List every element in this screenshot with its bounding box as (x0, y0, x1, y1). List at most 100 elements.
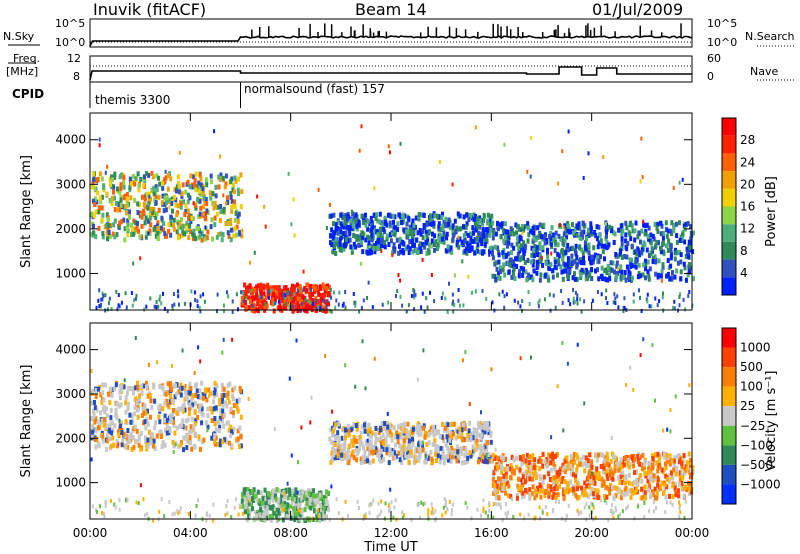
velocity-cell (140, 383, 144, 389)
power-cell (634, 264, 638, 270)
velocity-cell (166, 381, 170, 387)
power-near-range-cell (290, 296, 293, 301)
power-cell (240, 188, 244, 194)
velocity-cell (187, 411, 191, 417)
power-cell (118, 190, 122, 196)
power-near-range-cell (600, 292, 603, 297)
power-cell (187, 235, 191, 241)
velocity-cell (432, 432, 436, 438)
velocity-cell (119, 423, 123, 429)
power-near-range-cell (387, 300, 390, 305)
velocity-cell (124, 409, 128, 415)
power-cell (236, 187, 240, 193)
power-near-range-cell (366, 296, 368, 300)
velocity-cell (347, 432, 351, 438)
power-cell (586, 275, 590, 281)
velocity-cell (632, 479, 636, 485)
velocity-near-range-cell (564, 518, 567, 523)
velocity-cell (158, 384, 162, 389)
power-cell (488, 222, 492, 228)
power-cell (376, 232, 380, 238)
velocity-cell (648, 469, 652, 475)
power-cell (142, 183, 146, 189)
velocity-cell (136, 414, 140, 420)
power-cell (146, 205, 150, 211)
power-cell (427, 229, 431, 235)
power-cell (496, 220, 499, 226)
velocity-cell (547, 490, 551, 496)
power-cell (199, 176, 203, 182)
velocity-cell (419, 428, 423, 433)
power-cell (394, 225, 397, 231)
power-cell (189, 219, 193, 224)
velocity-cell (329, 459, 333, 465)
velocity-cell (626, 460, 630, 466)
power-cell (423, 244, 427, 250)
velocity-cell (91, 388, 95, 394)
power-cell (308, 291, 312, 297)
velocity-cell (312, 498, 316, 504)
power-cell (156, 226, 160, 231)
velocity-cell (551, 451, 555, 457)
velocity-cell (103, 417, 107, 422)
power-cell (119, 203, 123, 208)
velocity-cell (409, 430, 413, 435)
velocity-cell (218, 442, 222, 448)
power-near-range-cell (115, 289, 118, 294)
power-cell (140, 194, 144, 200)
velocity-cell (100, 399, 104, 405)
power-cell (300, 297, 303, 303)
velocity-cell (678, 473, 682, 479)
velocity-cell (111, 435, 115, 441)
velocity-cell (204, 420, 208, 426)
velocity-cell (332, 452, 336, 458)
power-cell (671, 270, 674, 276)
velocity-near-range-cell (434, 509, 437, 513)
velocity-cell (586, 462, 590, 468)
power-colorbar-frame (721, 117, 737, 296)
power-cell (465, 240, 469, 246)
velocity-cell (180, 385, 184, 391)
velocity-near-range-cell (615, 508, 618, 513)
velocity-cell (325, 499, 329, 505)
velocity-cell (284, 488, 288, 494)
power-cell (361, 230, 365, 236)
velocity-cell (456, 433, 460, 439)
power-cell (314, 295, 318, 301)
velocity-cell (359, 430, 363, 436)
power-cell (226, 221, 230, 226)
power-cell (400, 220, 404, 226)
power-cell (603, 276, 607, 282)
velocity-cell (680, 480, 684, 486)
power-cell (661, 265, 665, 270)
power-cell (201, 191, 205, 196)
velocity-cell (457, 455, 461, 461)
velocity-cell (385, 450, 389, 456)
power-cell (574, 243, 578, 249)
power-cell (488, 249, 491, 255)
power-cell (249, 298, 252, 304)
power-cell (213, 215, 217, 221)
power-cell (575, 264, 579, 270)
power-cell (422, 223, 426, 228)
power-near-range-cell (414, 293, 417, 298)
velocity-cell (196, 414, 200, 420)
velocity-near-range-cell (387, 503, 390, 508)
velocity-cell (264, 508, 267, 514)
power-near-range-cell (171, 303, 174, 308)
velocity-cell (583, 468, 587, 474)
velocity-cell (235, 405, 239, 411)
power-cell (151, 210, 155, 215)
power-cell (605, 229, 608, 235)
power-cell (245, 285, 249, 291)
velocity-cell (458, 426, 462, 432)
velocity-cell (289, 494, 293, 500)
velocity-near-range-cell (476, 507, 479, 512)
power-colorbar-swatch (722, 118, 736, 136)
power-cell (605, 239, 609, 245)
velocity-cell (221, 408, 225, 414)
velocity-cell (163, 442, 167, 448)
velocity-near-range-cell (301, 514, 304, 519)
velocity-cell (147, 429, 151, 435)
power-cell (656, 274, 660, 280)
